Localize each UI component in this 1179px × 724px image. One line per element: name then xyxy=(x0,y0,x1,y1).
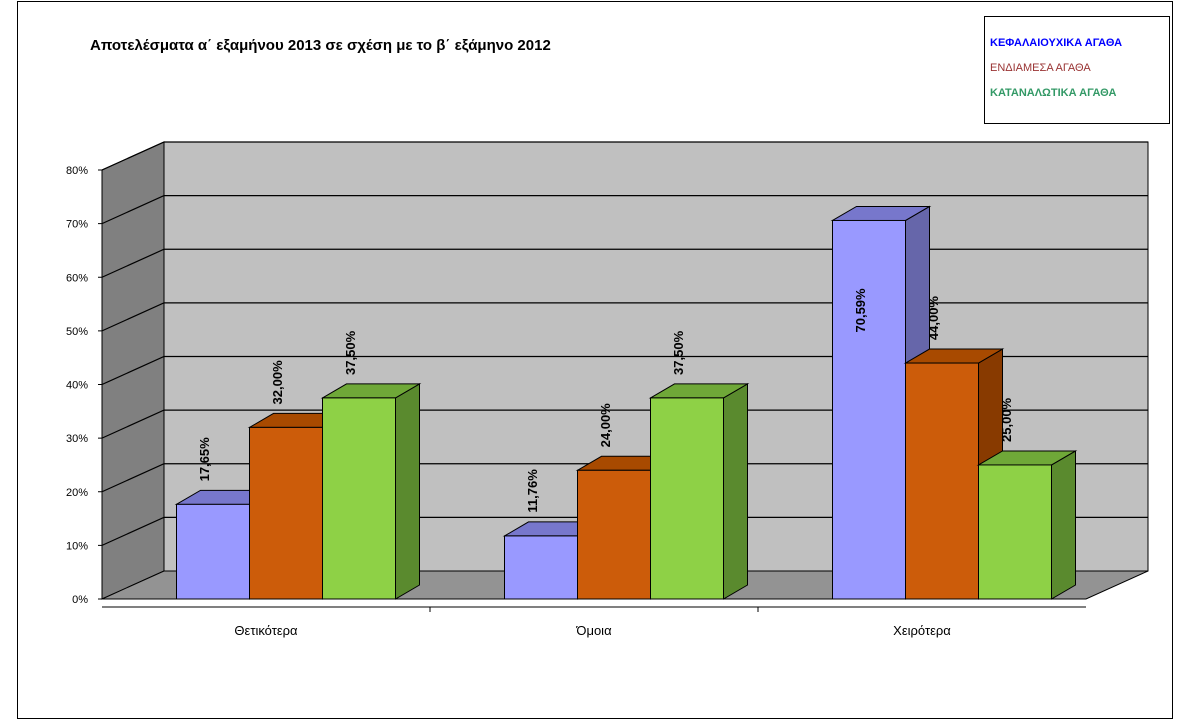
gridline xyxy=(101,409,1148,439)
data-label: 70,59% xyxy=(853,288,868,333)
data-label: 44,00% xyxy=(926,296,941,341)
chart-data-labels: 17,65% 32,00% 37,50% 11,76% 24,00% 37,50% 70,5… xyxy=(197,288,1014,513)
x-tick-label: Όμοια xyxy=(575,623,612,638)
gridline xyxy=(101,302,1148,332)
legend-entry-series-2: ΕΝΔΙΑΜΕΣΑ ΑΓΑΘΑ xyxy=(990,62,1091,74)
bar xyxy=(650,397,724,600)
y-tick-label: 30% xyxy=(66,433,88,445)
legend: ΚΕΦΑΛΑΙΟΥΧΙΚΑ ΑΓΑΘΑ ΕΝΔΙΑΜΕΣΑ ΑΓΑΘΑ ΚΑΤΑ… xyxy=(984,16,1170,124)
bar xyxy=(322,397,396,600)
data-label: 37,50% xyxy=(671,330,686,375)
gridline xyxy=(101,516,1148,546)
x-tick-label: Χειρότερα xyxy=(893,623,951,638)
y-tick-label: 40% xyxy=(66,380,88,392)
bar xyxy=(978,464,1052,600)
legend-entry-series-3: ΚΑΤΑΝΑΛΩΤΙΚΑ ΑΓΑΘΑ xyxy=(990,87,1117,99)
gridline xyxy=(101,248,1148,278)
bar xyxy=(176,503,250,600)
y-tick-label: 50% xyxy=(66,326,88,338)
chart-title: Αποτελέσματα α΄ εξαμήνου 2013 σε σχέση μ… xyxy=(90,37,551,54)
data-label: 17,65% xyxy=(197,437,212,482)
gridline xyxy=(101,463,1148,493)
gridline xyxy=(101,355,1148,386)
bar xyxy=(249,426,323,600)
bar xyxy=(504,535,578,600)
bar-side xyxy=(395,383,420,600)
data-label: 32,00% xyxy=(270,360,285,405)
data-label: 37,50% xyxy=(343,330,358,375)
data-label: 24,00% xyxy=(598,403,613,448)
y-tick-label: 0% xyxy=(72,594,88,606)
y-tick-label: 10% xyxy=(66,540,88,552)
y-tick-label: 80% xyxy=(66,165,88,177)
legend-entry-series-1: ΚΕΦΑΛΑΙΟΥΧΙΚΑ ΑΓΑΘΑ xyxy=(990,37,1123,49)
data-label: 25,00% xyxy=(999,397,1014,442)
bar xyxy=(577,469,651,600)
gridline xyxy=(101,195,1148,225)
y-tick-label: 70% xyxy=(66,219,88,231)
data-label: 11,76% xyxy=(525,469,540,513)
bar-side xyxy=(723,383,748,600)
bar-side xyxy=(1051,450,1076,600)
y-tick-label: 60% xyxy=(66,272,88,284)
bar xyxy=(905,362,979,600)
x-tick-label: Θετικότερα xyxy=(234,623,298,638)
gridline xyxy=(101,141,1148,171)
chart-axes: 0% 10% 20% 30% 40% 50% 60% 70% 80% Θετικότερα Όμοι… xyxy=(66,165,1086,638)
chart-bars xyxy=(174,205,1078,600)
bar xyxy=(832,219,906,600)
y-tick-label: 20% xyxy=(66,487,88,499)
chart-gridlines xyxy=(101,141,1148,546)
